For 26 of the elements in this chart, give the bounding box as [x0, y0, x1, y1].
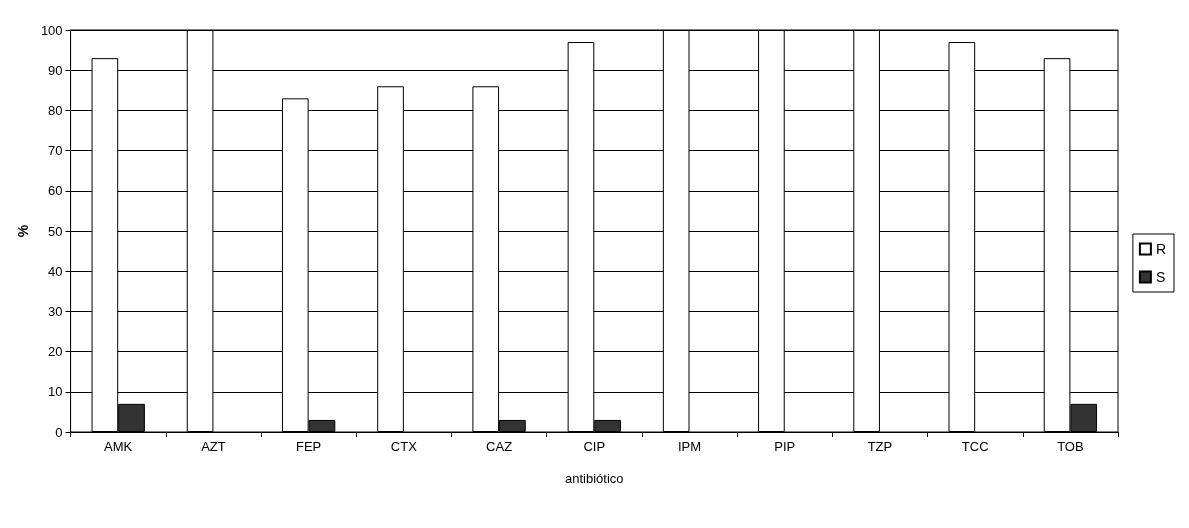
y-tick-label: 30: [48, 303, 63, 319]
y-tick-label: 0: [55, 424, 63, 440]
y-tick-label: 50: [48, 223, 63, 239]
y-tick-label: 10: [48, 384, 63, 400]
x-tick-label: TZP: [867, 439, 893, 454]
x-tick-label: CTX: [390, 439, 418, 454]
x-tick-label: TOB: [1057, 439, 1084, 454]
y-axis-title: %: [15, 224, 31, 238]
y-tick-label: 60: [48, 183, 63, 199]
x-tick-label: IPM: [677, 439, 702, 454]
x-tick-label: AZT: [201, 439, 226, 454]
legend-label: S: [1155, 269, 1166, 285]
y-tick-label: 20: [48, 344, 63, 360]
x-axis-title: antibiótico: [565, 471, 624, 486]
y-tick-label: 100: [40, 22, 63, 38]
x-tick-label: TCC: [961, 439, 989, 454]
y-tick-label: 80: [48, 102, 63, 118]
x-tick-label: CAZ: [486, 439, 513, 454]
legend-label: R: [1155, 241, 1167, 257]
x-tick-label: AMK: [104, 439, 133, 454]
y-tick-label: 40: [48, 263, 63, 279]
x-tick-label: FEP: [295, 439, 322, 454]
y-tick-label: 90: [48, 62, 63, 78]
x-tick-label: PIP: [774, 439, 796, 454]
y-tick-label: 70: [48, 143, 63, 159]
x-tick-label: CIP: [583, 439, 606, 454]
